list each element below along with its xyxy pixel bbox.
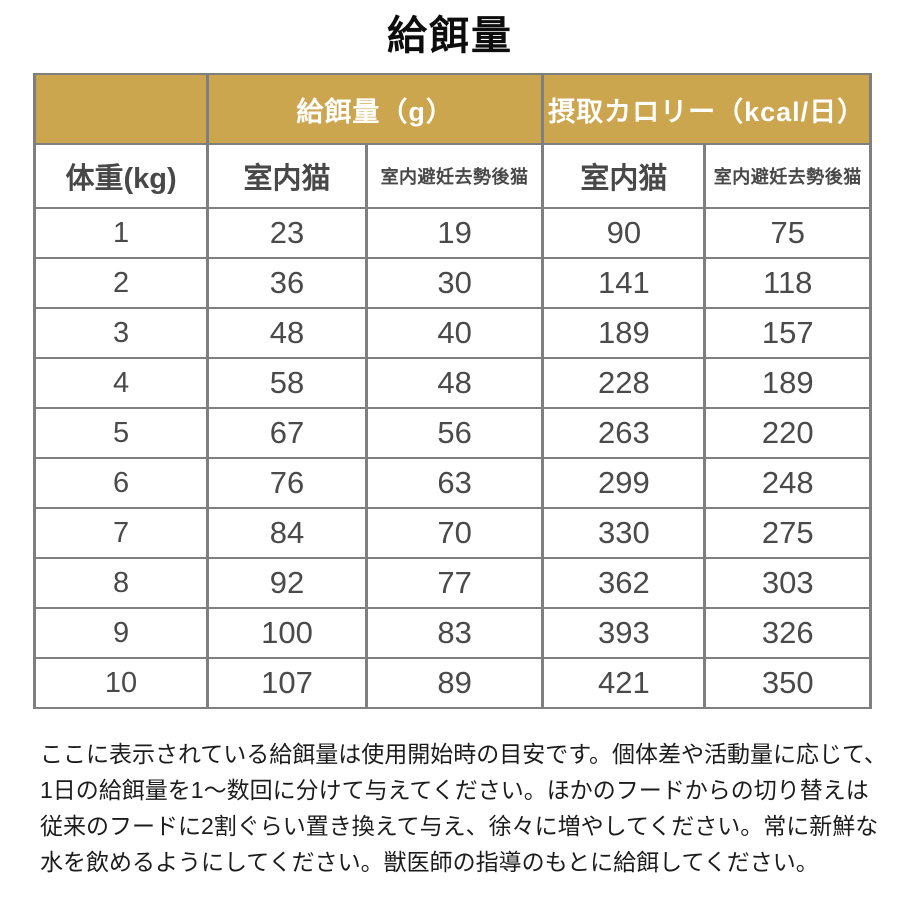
value-cell: 421 xyxy=(541,657,707,709)
weight-cell: 5 xyxy=(32,407,210,459)
value-cell: 70 xyxy=(364,507,545,559)
table-row: 1 23 19 90 75 xyxy=(32,207,872,259)
usage-note-line: 水を飲めるようにしてください。獣医師の指導のもとに給餌してください。 xyxy=(40,849,819,875)
weight-cell: 7 xyxy=(32,507,210,559)
value-cell: 330 xyxy=(541,507,707,559)
value-cell: 350 xyxy=(703,657,872,709)
weight-cell: 1 xyxy=(32,207,210,259)
column-header-weight: 体重(kg) xyxy=(32,143,210,209)
value-cell: 303 xyxy=(703,557,872,609)
value-cell: 77 xyxy=(364,557,545,609)
value-cell: 67 xyxy=(206,407,368,459)
usage-note-line: 従来のフードに2割ぐらい置き換えて与え、徐々に増やしてください。常に新鮮な xyxy=(40,813,879,839)
value-cell: 76 xyxy=(206,457,368,509)
value-cell: 56 xyxy=(364,407,545,459)
weight-cell: 9 xyxy=(32,607,210,659)
value-cell: 58 xyxy=(206,357,368,409)
value-cell: 299 xyxy=(541,457,707,509)
weight-cell: 4 xyxy=(32,357,210,409)
column-header-neutered-cat-g: 室内避妊去勢後猫 xyxy=(364,143,545,209)
table-row: 2 36 30 141 118 xyxy=(32,257,872,309)
page-title: 給餌量 xyxy=(387,14,513,58)
value-cell: 30 xyxy=(364,257,545,309)
usage-note-line: ここに表示されている給餌量は使用開始時の目安です。個体差や活動量に応じて、 xyxy=(40,741,887,767)
weight-cell: 6 xyxy=(32,457,210,509)
value-cell: 326 xyxy=(703,607,872,659)
table-row: 5 67 56 263 220 xyxy=(32,407,872,459)
table-row: 3 48 40 189 157 xyxy=(32,307,872,359)
value-cell: 107 xyxy=(206,657,368,709)
value-cell: 275 xyxy=(703,507,872,559)
value-cell: 248 xyxy=(703,457,872,509)
column-header-indoor-cat-kcal: 室内猫 xyxy=(541,143,707,209)
value-cell: 100 xyxy=(206,607,368,659)
group-header-row: 給餌量（g） 摂取カロリー（kcal/日） xyxy=(32,73,872,145)
value-cell: 263 xyxy=(541,407,707,459)
column-header-indoor-cat-g: 室内猫 xyxy=(206,143,368,209)
weight-cell: 3 xyxy=(32,307,210,359)
weight-cell: 10 xyxy=(32,657,210,709)
value-cell: 92 xyxy=(206,557,368,609)
value-cell: 118 xyxy=(703,257,872,309)
usage-note: ここに表示されている給餌量は使用開始時の目安です。個体差や活動量に応じて、 1日… xyxy=(40,736,887,880)
column-header-neutered-cat-kcal: 室内避妊去勢後猫 xyxy=(703,143,872,209)
value-cell: 19 xyxy=(364,207,545,259)
value-cell: 89 xyxy=(364,657,545,709)
value-cell: 189 xyxy=(703,357,872,409)
value-cell: 75 xyxy=(703,207,872,259)
table-row: 7 84 70 330 275 xyxy=(32,507,872,559)
value-cell: 157 xyxy=(703,307,872,359)
table-row: 10 107 89 421 350 xyxy=(32,657,872,709)
table-body: 1 23 19 90 75 2 36 30 141 118 3 48 40 189 157 4 58 48 228 1… xyxy=(32,207,872,709)
value-cell: 228 xyxy=(541,357,707,409)
table-row: 8 92 77 362 303 xyxy=(32,557,872,609)
value-cell: 48 xyxy=(206,307,368,359)
value-cell: 90 xyxy=(541,207,707,259)
usage-note-line: 1日の給餌量を1〜数回に分けて与えてください。ほかのフードからの切り替えは xyxy=(40,777,869,803)
feeding-amount-table: 給餌量（g） 摂取カロリー（kcal/日） 体重(kg) 室内猫 室内避妊去勢後… xyxy=(32,73,872,709)
value-cell: 141 xyxy=(541,257,707,309)
value-cell: 36 xyxy=(206,257,368,309)
table-row: 9 100 83 393 326 xyxy=(32,607,872,659)
table-row: 4 58 48 228 189 xyxy=(32,357,872,409)
page: 給餌量 給餌量（g） 摂取カロリー（kcal/日） 体重(kg) 室内猫 室内避… xyxy=(0,12,900,900)
value-cell: 23 xyxy=(206,207,368,259)
value-cell: 189 xyxy=(541,307,707,359)
value-cell: 362 xyxy=(541,557,707,609)
value-cell: 220 xyxy=(703,407,872,459)
table-row: 6 76 63 299 248 xyxy=(32,457,872,509)
column-header-row: 体重(kg) 室内猫 室内避妊去勢後猫 室内猫 室内避妊去勢後猫 xyxy=(32,143,872,209)
group-header-spacer xyxy=(32,73,210,145)
value-cell: 48 xyxy=(364,357,545,409)
value-cell: 40 xyxy=(364,307,545,359)
weight-cell: 8 xyxy=(32,557,210,609)
value-cell: 83 xyxy=(364,607,545,659)
group-header-feeding-amount: 給餌量（g） xyxy=(206,73,545,145)
weight-cell: 2 xyxy=(32,257,210,309)
group-header-calorie-intake: 摂取カロリー（kcal/日） xyxy=(541,73,872,145)
value-cell: 393 xyxy=(541,607,707,659)
value-cell: 63 xyxy=(364,457,545,509)
value-cell: 84 xyxy=(206,507,368,559)
